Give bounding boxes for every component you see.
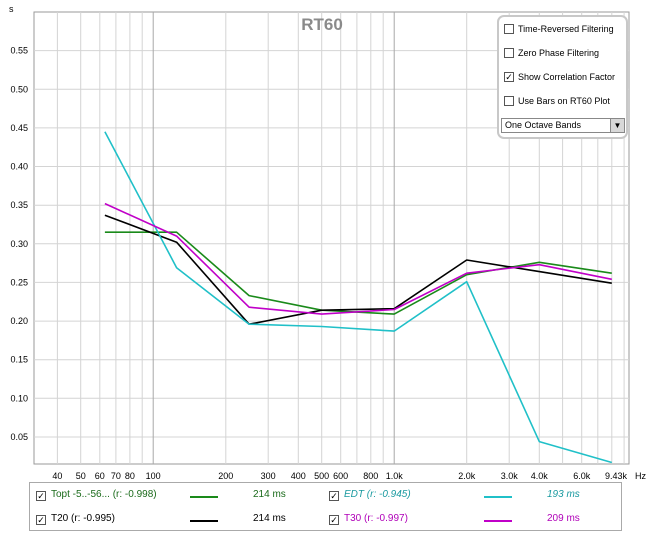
legend-row-1: Topt -5..-56... (r: -0.998) 214 ms EDT (…: [30, 488, 621, 504]
topt-checkbox[interactable]: [36, 491, 46, 501]
use-bars-checkbox[interactable]: [504, 96, 514, 106]
show-correlation-checkbox[interactable]: [504, 72, 514, 82]
x-tick-label: 6.0k: [573, 471, 591, 480]
x-tick-label: 4.0k: [531, 471, 549, 480]
topt-label: Topt -5..-56... (r: -0.998): [51, 489, 157, 500]
x-tick-label: 1.0k: [386, 471, 404, 480]
legend-row-2: T20 (r: -0.995) 214 ms T30 (r: -0.997) 2…: [30, 512, 621, 528]
edt-checkbox[interactable]: [329, 491, 339, 501]
x-tick-label: 600: [333, 471, 348, 480]
zero-phase-label: Zero Phase Filtering: [518, 48, 600, 58]
y-tick-label: 0.30: [10, 239, 28, 249]
y-tick-label: 0.55: [10, 46, 28, 56]
time-reversed-label: Time-Reversed Filtering: [518, 24, 614, 34]
time-reversed-option[interactable]: Time-Reversed Filtering: [504, 22, 614, 36]
t20-checkbox[interactable]: [36, 515, 46, 525]
x-tick-label: 500: [314, 471, 329, 480]
x-tick-label: 2.0k: [458, 471, 476, 480]
y-tick-label: 0.25: [10, 277, 28, 287]
series-line-t30: [104, 202, 612, 315]
chevron-down-icon[interactable]: ▼: [610, 119, 624, 132]
options-panel: Time-Reversed Filtering Zero Phase Filte…: [497, 15, 628, 139]
zero-phase-checkbox[interactable]: [504, 48, 514, 58]
t30-value: 209 ms: [547, 513, 580, 524]
series-line-t20: [104, 214, 612, 326]
edt-label: EDT (r: -0.945): [344, 489, 411, 500]
time-reversed-checkbox[interactable]: [504, 24, 514, 34]
edt-value: 193 ms: [547, 489, 580, 500]
t20-label: T20 (r: -0.995): [51, 513, 115, 524]
show-correlation-option[interactable]: Show Correlation Factor: [504, 70, 615, 84]
band-select-value: One Octave Bands: [505, 120, 582, 130]
tick-labels: 0.05 0.10 0.15 0.20 0.25 0.30 0.35 0.40 0.45 0.50…: [10, 46, 627, 480]
y-tick-label: 0.15: [10, 355, 28, 365]
zero-phase-option[interactable]: Zero Phase Filtering: [504, 46, 599, 60]
x-tick-label: 80: [125, 471, 135, 480]
legend-panel: Topt -5..-56... (r: -0.998) 214 ms EDT (…: [29, 482, 622, 531]
x-axis-unit: Hz: [635, 471, 646, 480]
series-line-edt: [104, 131, 613, 464]
use-bars-option[interactable]: Use Bars on RT60 Plot: [504, 94, 610, 108]
t20-swatch: [190, 520, 218, 522]
y-axis-unit: s: [9, 4, 14, 14]
use-bars-label: Use Bars on RT60 Plot: [518, 96, 610, 106]
x-tick-label: 100: [146, 471, 161, 480]
t30-swatch: [484, 520, 512, 522]
topt-value: 214 ms: [253, 489, 286, 500]
grid-lines: [34, 12, 629, 464]
show-correlation-label: Show Correlation Factor: [518, 72, 616, 82]
t30-label: T30 (r: -0.997): [344, 513, 408, 524]
x-tick-label: 9.43k: [605, 471, 628, 480]
edt-swatch: [484, 496, 512, 498]
x-tick-label: 70: [111, 471, 121, 480]
t20-value: 214 ms: [253, 513, 286, 524]
band-select-dropdown[interactable]: One Octave Bands ▼: [501, 118, 625, 133]
y-tick-label: 0.20: [10, 316, 28, 326]
y-tick-label: 0.40: [10, 162, 28, 172]
x-tick-label: 400: [291, 471, 306, 480]
y-tick-label: 0.10: [10, 393, 28, 403]
x-tick-label: 50: [76, 471, 86, 480]
y-tick-label: 0.35: [10, 200, 28, 210]
t30-checkbox[interactable]: [329, 515, 339, 525]
y-tick-label: 0.50: [10, 84, 28, 94]
chart-title: RT60: [301, 15, 343, 34]
topt-swatch: [190, 496, 218, 498]
x-tick-label: 200: [218, 471, 233, 480]
x-tick-label: 300: [261, 471, 276, 480]
series-lines: [104, 131, 613, 464]
x-tick-label: 800: [363, 471, 378, 480]
x-tick-label: 3.0k: [501, 471, 519, 480]
y-tick-label: 0.05: [10, 432, 28, 442]
x-tick-label: 60: [95, 471, 105, 480]
x-tick-label: 40: [52, 471, 62, 480]
y-tick-label: 0.45: [10, 123, 28, 133]
